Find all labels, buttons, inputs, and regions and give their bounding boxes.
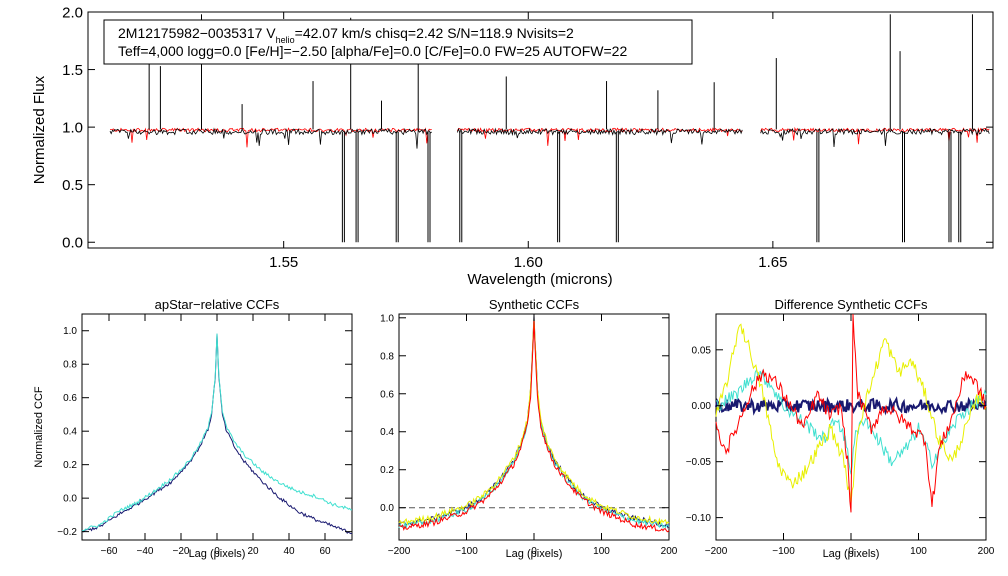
x-tick-label: 200 xyxy=(661,546,678,557)
y-tick-label: 2.0 xyxy=(62,4,83,21)
x-tick-label: 200 xyxy=(978,546,995,557)
y-tick-label: 0.0 xyxy=(63,494,77,505)
spectrum-plot-area xyxy=(109,14,990,243)
y-tick-label: 1.0 xyxy=(62,119,83,136)
y-tick-label: 0.6 xyxy=(380,389,394,400)
x-tick-label: 100 xyxy=(593,546,610,557)
synthetic-plot-area xyxy=(398,315,670,533)
x-tick-label: 100 xyxy=(910,546,927,557)
x-tick-label: −20 xyxy=(173,546,190,557)
ccf-series-line xyxy=(715,313,987,513)
info-box xyxy=(103,19,693,65)
y-tick-label: 0.00 xyxy=(692,401,712,412)
x-tick-label: 1.55 xyxy=(269,254,298,271)
synthetic-axes-frame xyxy=(398,313,670,541)
apstar-y-label: Normalized CCF xyxy=(33,386,45,468)
spectrum-axes-frame xyxy=(87,11,994,249)
spectrum-ticks: 1.55 1.60 1.65 0.0 0.5 1.0 1.5 2.0 xyxy=(62,4,993,271)
ccf-series-line xyxy=(398,320,670,533)
spectrum-panel: 1.55 1.60 1.65 0.0 0.5 1.0 1.5 2.0 2M12175982−0… xyxy=(31,4,994,288)
y-tick-label: −0.05 xyxy=(686,457,712,468)
apstar-title: apStar−relative CCFs xyxy=(155,297,280,312)
y-tick-label: 0.8 xyxy=(380,351,394,362)
y-tick-label: 0.0 xyxy=(380,503,394,514)
spectrum-x-label: Wavelength (microns) xyxy=(467,271,612,288)
apstar-ticks: −60 −40 −20 0 20 40 60 −0.2 0.0 0.2 0.4 0.6 0.8 1.0 xyxy=(57,314,352,557)
y-tick-label: 0.0 xyxy=(62,234,83,251)
y-tick-label: 0.2 xyxy=(380,465,394,476)
difference-ticks: −200 −100 0 100 200 −0.10 −0.05 0.00 0.05 xyxy=(686,314,995,557)
observed-spectrum-line xyxy=(109,127,432,149)
synthetic-title: Synthetic CCFs xyxy=(489,297,580,312)
x-tick-label: 0 xyxy=(214,546,220,557)
apstar-axes-frame xyxy=(81,313,353,541)
x-tick-label: −100 xyxy=(455,546,478,557)
ccf-series-line xyxy=(715,396,987,416)
difference-plot-area xyxy=(715,313,987,513)
y-tick-label: 1.5 xyxy=(62,62,83,79)
x-tick-label: −100 xyxy=(772,546,795,557)
y-tick-label: 0.6 xyxy=(63,393,77,404)
y-tick-label: 0.4 xyxy=(380,427,394,438)
x-tick-label: −60 xyxy=(101,546,118,557)
difference-x-label: Lag (pixels) xyxy=(823,548,880,560)
ccf-series-line xyxy=(81,333,353,535)
ccf-series-line xyxy=(398,318,670,526)
observed-spectrum-line xyxy=(760,127,990,148)
x-tick-label: 40 xyxy=(283,546,295,557)
y-tick-label: 1.0 xyxy=(380,313,394,324)
info-line-1: 2M12175982−0035317 Vhelio=42.07 km/s chi… xyxy=(118,25,574,45)
x-tick-label: −40 xyxy=(137,546,154,557)
x-tick-label: −200 xyxy=(388,546,411,557)
x-tick-label: 1.65 xyxy=(758,254,787,271)
y-tick-label: −0.2 xyxy=(57,527,77,538)
apstar-plot-area xyxy=(81,333,353,535)
x-tick-label: 1.60 xyxy=(514,254,543,271)
x-tick-label: 0 xyxy=(531,546,537,557)
y-tick-label: 0.4 xyxy=(63,427,77,438)
x-tick-label: −200 xyxy=(705,546,728,557)
x-tick-label: 20 xyxy=(247,546,259,557)
synthetic-x-label: Lag (pixels) xyxy=(506,548,563,560)
y-tick-label: 0.5 xyxy=(62,177,83,194)
spectrum-y-label: Normalized Flux xyxy=(31,75,48,184)
y-tick-label: 0.8 xyxy=(63,360,77,371)
ccf-series-line xyxy=(81,333,352,532)
info-line-2: Teff=4,000 logg=0.0 [Fe/H]=−2.50 [alpha/… xyxy=(118,43,627,59)
y-tick-label: 0.05 xyxy=(692,345,712,356)
y-tick-label: 1.0 xyxy=(63,326,77,337)
ccf-series-line xyxy=(398,321,670,529)
difference-ccf-panel: −200 −100 0 100 200 −0.10 −0.05 0.00 0.05 Differ… xyxy=(686,297,995,560)
observed-spectrum-line xyxy=(456,127,743,145)
x-tick-label: 60 xyxy=(319,546,331,557)
synthetic-ticks: −200 −100 0 100 200 0.0 0.2 0.4 0.6 0.8 1.0 xyxy=(380,313,678,557)
difference-title: Difference Synthetic CCFs xyxy=(775,297,928,312)
apstar-ccf-panel: −60 −40 −20 0 20 40 60 −0.2 0.0 0.2 0.4 0.6 0.8 1.0 a… xyxy=(33,297,353,560)
x-tick-label: 0 xyxy=(848,546,854,557)
synthetic-ccf-panel: −200 −100 0 100 200 0.0 0.2 0.4 0.6 0.8 1.0 Synthe… xyxy=(380,297,678,560)
ccf-series-line xyxy=(398,315,670,529)
y-tick-label: 0.2 xyxy=(63,460,77,471)
y-tick-label: −0.10 xyxy=(686,513,712,524)
apstar-x-label: Lag (pixels) xyxy=(189,548,246,560)
